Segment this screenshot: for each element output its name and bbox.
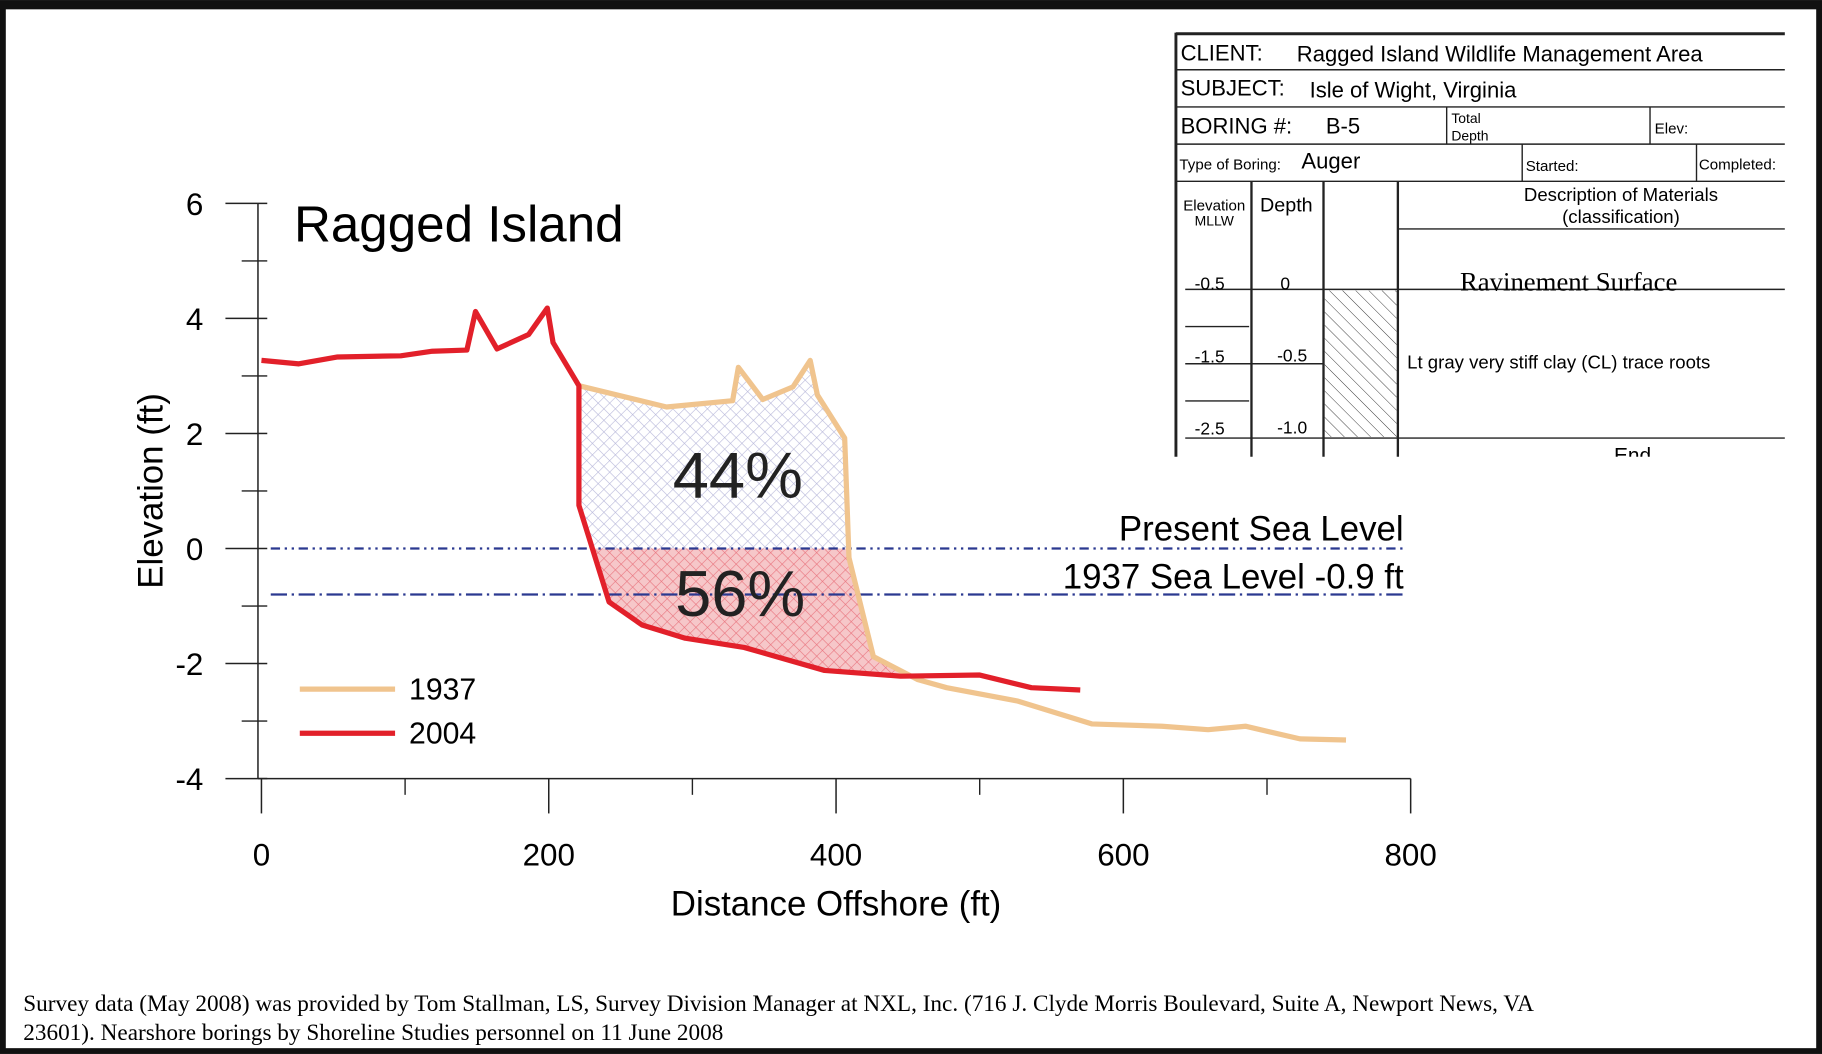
elevation: -1.5 bbox=[1195, 347, 1225, 367]
cell-label: SUBJECT: bbox=[1181, 75, 1285, 100]
series-line bbox=[578, 357, 1347, 743]
column-header: Description of Materials bbox=[1524, 184, 1718, 205]
y-tick-label: 2 bbox=[186, 417, 203, 452]
x-axis-title: Distance Offshore (ft) bbox=[671, 885, 1002, 924]
hatch-layer bbox=[1324, 290, 1397, 437]
cell-value: B-5 bbox=[1326, 114, 1360, 139]
top-bar bbox=[0, 0, 1822, 10]
x-tick-label: 0 bbox=[253, 838, 270, 873]
layer: End bbox=[1614, 445, 1651, 468]
series-line bbox=[261, 305, 1081, 693]
y-tick-label: 4 bbox=[186, 302, 203, 337]
layer: Lt gray very stiff clay (CL) trace roots bbox=[1407, 351, 1710, 372]
depth: -1.0 bbox=[1277, 417, 1307, 437]
y-axis-title: Elevation (ft) bbox=[132, 393, 171, 589]
sea-level-label: 1937 Sea Level -0.9 ft bbox=[1063, 558, 1404, 597]
depth: 0 bbox=[1280, 273, 1290, 293]
y-tick-label: -4 bbox=[175, 762, 203, 797]
elevation: -0.5 bbox=[1195, 273, 1225, 293]
cell-label: CLIENT: bbox=[1181, 40, 1263, 65]
chart-title: Ragged Island bbox=[294, 196, 624, 253]
y-tick-label: 6 bbox=[186, 187, 203, 222]
x-tick-label: 600 bbox=[1097, 838, 1149, 873]
cell-label: Elev: bbox=[1655, 121, 1689, 138]
cell-value: Isle of Wight, Virginia bbox=[1310, 78, 1518, 103]
boring-log: CLIENT: Ragged Island Wildlife Managemen… bbox=[1174, 32, 1785, 468]
cell-label: Started: bbox=[1526, 158, 1579, 175]
erosion-area-above bbox=[578, 360, 849, 549]
cell-label: Completed: bbox=[1699, 157, 1776, 174]
annotation: 56% bbox=[675, 557, 805, 630]
legend-label: 2004 bbox=[409, 718, 476, 751]
y-tick-label: -2 bbox=[175, 647, 203, 682]
plot-area: -4 -2 0 2 4 6 0 200 400 600 800 Distance Offshore (… bbox=[132, 187, 1437, 924]
column-header: Depth bbox=[1260, 195, 1313, 217]
annotation: 44% bbox=[673, 438, 803, 511]
caption: Survey data (May 2008) was provided by T… bbox=[23, 991, 1534, 1017]
elevation: -2.5 bbox=[1195, 419, 1225, 439]
erosion-area-below bbox=[592, 548, 911, 677]
caption: 23601). Nearshore borings by Shoreline S… bbox=[23, 1020, 723, 1046]
column-header: Elevation bbox=[1183, 197, 1245, 214]
column-header: (classification) bbox=[1562, 206, 1680, 227]
cell-value: Auger bbox=[1301, 149, 1360, 174]
cell-label: Total bbox=[1451, 110, 1480, 126]
x-tick-label: 200 bbox=[523, 838, 575, 873]
cell-label: BORING #: bbox=[1181, 114, 1293, 139]
y-tick-label: 0 bbox=[186, 532, 203, 567]
column-header: MLLW bbox=[1195, 212, 1235, 228]
layer: Ravinement Surface bbox=[1460, 267, 1677, 297]
legend-label: 1937 bbox=[409, 674, 476, 707]
cell-value: Ragged Island Wildlife Management Area bbox=[1297, 42, 1704, 67]
x-tick-label: 800 bbox=[1384, 838, 1436, 873]
sea-level-label: Present Sea Level bbox=[1119, 509, 1404, 548]
cell-label: Type of Boring: bbox=[1179, 157, 1281, 174]
depth: -0.5 bbox=[1277, 345, 1307, 365]
cell-label: Depth bbox=[1451, 128, 1488, 144]
x-tick-label: 400 bbox=[810, 838, 862, 873]
